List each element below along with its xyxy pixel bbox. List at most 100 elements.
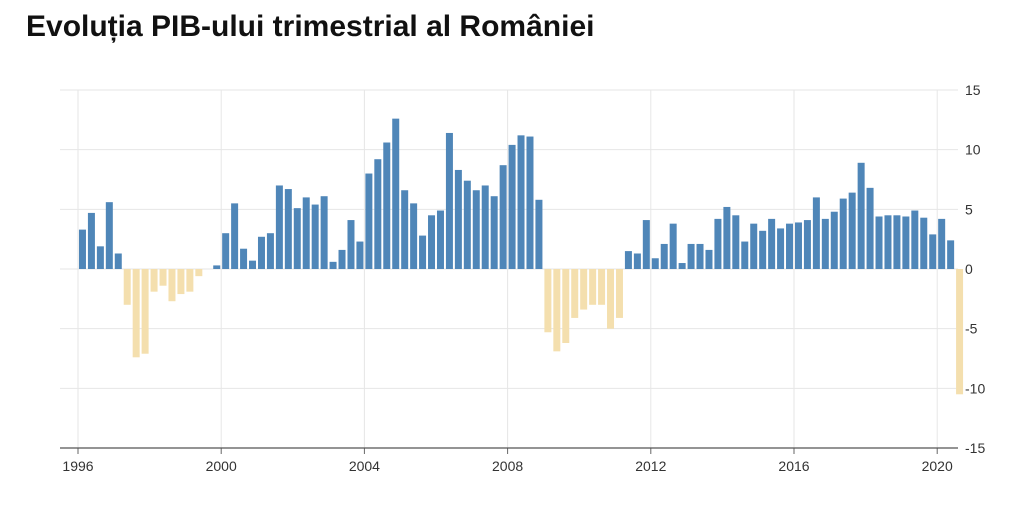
bar xyxy=(436,210,444,269)
bar xyxy=(526,136,534,269)
bar xyxy=(240,248,248,269)
bar xyxy=(642,220,650,269)
bar xyxy=(275,185,283,269)
bar xyxy=(132,269,140,358)
bar xyxy=(96,246,104,269)
bar xyxy=(902,216,910,269)
bar xyxy=(857,162,865,269)
bar xyxy=(535,199,543,269)
x-tick-label: 2020 xyxy=(922,458,953,474)
bar xyxy=(293,208,301,269)
y-axis-ticks: 15 10 5 0 -5 -10 -15 xyxy=(965,82,985,456)
bar xyxy=(839,198,847,269)
bar xyxy=(222,233,230,269)
bar xyxy=(571,269,579,318)
bar xyxy=(920,217,928,269)
bar xyxy=(732,215,740,269)
bar xyxy=(266,233,274,269)
y-tick-label: 10 xyxy=(965,142,981,158)
bar xyxy=(347,220,355,269)
x-axis-ticks: 1996 2000 2004 2008 2012 2016 2020 xyxy=(60,447,958,474)
bar xyxy=(410,203,418,269)
bar xyxy=(777,228,785,269)
bar xyxy=(257,236,265,269)
bar xyxy=(544,269,552,333)
bar xyxy=(105,202,113,269)
bar xyxy=(356,241,364,269)
y-tick-label: -10 xyxy=(965,380,985,396)
bar xyxy=(150,269,158,292)
bar xyxy=(87,212,95,269)
bar xyxy=(884,215,892,269)
x-tick-label: 2016 xyxy=(778,458,809,474)
bar xyxy=(866,187,874,269)
x-tick-label: 2000 xyxy=(206,458,237,474)
bar xyxy=(598,269,606,305)
bar xyxy=(401,190,409,269)
bar xyxy=(284,189,292,269)
bar xyxy=(768,218,776,269)
bar xyxy=(929,234,937,269)
bar xyxy=(821,218,829,269)
bar xyxy=(419,235,427,269)
bar xyxy=(669,223,677,269)
bar xyxy=(615,269,623,318)
bar xyxy=(580,269,588,310)
bar xyxy=(803,220,811,269)
bar xyxy=(687,243,695,269)
bar xyxy=(428,215,436,269)
bar xyxy=(947,240,955,269)
bar xyxy=(956,269,964,395)
bar xyxy=(311,204,319,269)
bar xyxy=(562,269,570,343)
bar xyxy=(848,192,856,269)
bar xyxy=(374,159,382,269)
y-tick-label: 15 xyxy=(965,82,981,98)
x-tick-label: 2004 xyxy=(349,458,380,474)
bar xyxy=(159,269,167,286)
bar xyxy=(517,135,525,269)
bar xyxy=(508,144,516,269)
bar xyxy=(177,269,185,295)
bar xyxy=(329,261,337,269)
bar xyxy=(786,223,794,269)
bar xyxy=(714,218,722,269)
bar xyxy=(741,241,749,269)
bar xyxy=(481,185,489,269)
bar xyxy=(123,269,131,305)
bar xyxy=(463,180,471,269)
x-tick-label: 1996 xyxy=(62,458,93,474)
bar xyxy=(723,206,731,269)
bar xyxy=(553,269,561,352)
bar xyxy=(168,269,176,302)
bar xyxy=(678,263,686,269)
bar xyxy=(750,223,758,269)
y-tick-label: 5 xyxy=(965,201,973,217)
bar xyxy=(938,218,946,269)
bar xyxy=(392,118,400,269)
bar xyxy=(893,215,901,269)
bar xyxy=(633,253,641,269)
bar xyxy=(213,265,221,269)
bar xyxy=(114,253,122,269)
bar xyxy=(705,249,713,269)
bar xyxy=(320,196,328,269)
y-tick-label: -15 xyxy=(965,440,985,456)
bar xyxy=(338,249,346,269)
bar xyxy=(830,211,838,269)
bar xyxy=(651,258,659,269)
bar xyxy=(78,229,86,269)
bar xyxy=(759,230,767,269)
bar xyxy=(794,222,802,269)
bar xyxy=(696,243,704,269)
bar xyxy=(186,269,194,292)
bar xyxy=(589,269,597,305)
y-tick-label: 0 xyxy=(965,261,973,277)
bar xyxy=(490,196,498,269)
bar xyxy=(383,142,391,269)
bar xyxy=(607,269,615,329)
bar xyxy=(249,260,257,269)
bar xyxy=(195,269,203,277)
bar xyxy=(231,203,239,269)
